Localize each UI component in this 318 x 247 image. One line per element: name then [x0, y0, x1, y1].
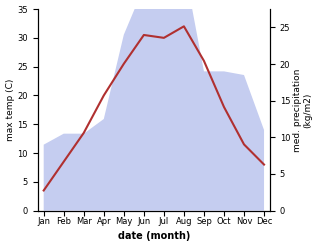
- X-axis label: date (month): date (month): [118, 231, 190, 242]
- Y-axis label: max temp (C): max temp (C): [5, 79, 15, 141]
- Y-axis label: med. precipitation
(kg/m2): med. precipitation (kg/m2): [293, 68, 313, 152]
